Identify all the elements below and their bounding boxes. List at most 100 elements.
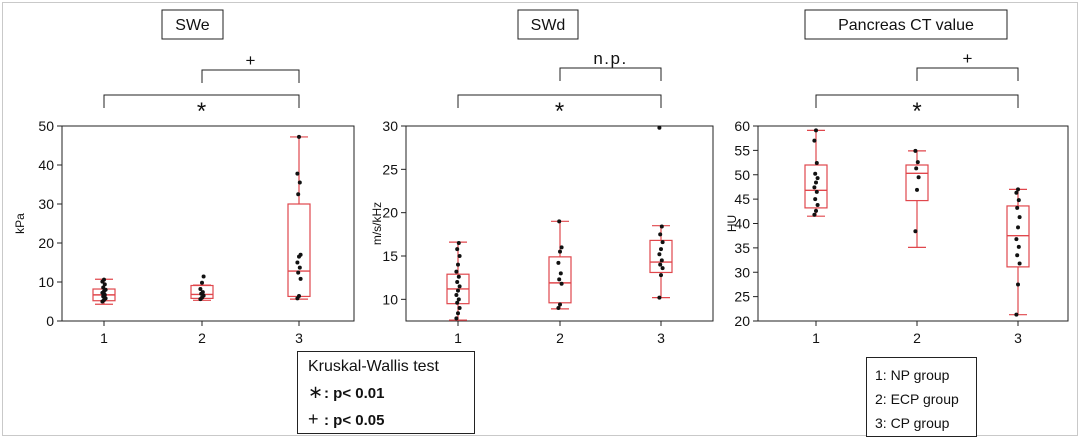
data-point: [658, 262, 663, 267]
data-point: [814, 180, 818, 185]
data-point: [814, 208, 818, 213]
data-point: [659, 258, 664, 263]
significance-marker: +: [246, 51, 256, 70]
box-group-2: [905, 150, 929, 248]
data-point: [559, 245, 564, 250]
data-point: [1014, 190, 1019, 195]
data-point: [296, 192, 301, 197]
data-point: [297, 294, 301, 299]
data-point: [1016, 225, 1020, 230]
x-tick-label: 2: [556, 330, 564, 346]
significance-bracket: [815, 94, 1019, 108]
data-point: [814, 128, 818, 133]
x-tick-label: 2: [198, 330, 206, 346]
data-point: [1015, 205, 1020, 210]
data-point: [659, 247, 663, 252]
data-point: [457, 254, 462, 258]
y-tick-label: 25: [382, 161, 398, 177]
data-point: [556, 306, 561, 310]
significance-marker: n.p.: [593, 49, 627, 68]
data-point: [296, 270, 301, 275]
y-tick-label: 15: [382, 248, 398, 264]
data-point: [812, 212, 817, 217]
data-point: [812, 185, 817, 190]
data-point: [659, 273, 663, 278]
significance-bracket: [457, 94, 662, 108]
box-iqr: [905, 164, 929, 202]
data-point: [1016, 282, 1020, 287]
data-point: [454, 269, 459, 274]
data-point: [558, 271, 563, 276]
box-iqr: [649, 239, 673, 274]
data-point: [455, 247, 460, 252]
x-tick-label: 3: [657, 330, 665, 346]
significance-marker: *: [197, 98, 206, 125]
test-legend-title: Kruskal-Wallis test: [308, 358, 439, 375]
statistical-test-legend: Kruskal-Wallis test ∗: p< 0.01 +: p< 0.0…: [297, 351, 475, 434]
significance-marker: *: [555, 98, 564, 125]
data-point: [1016, 198, 1021, 203]
data-point: [915, 187, 919, 192]
data-point: [1017, 215, 1022, 220]
data-point: [454, 293, 459, 297]
data-point: [914, 166, 919, 171]
y-tick-label: 10: [382, 291, 398, 307]
data-point: [557, 277, 562, 282]
y-tick-label: 50: [38, 118, 54, 134]
y-tick-label: 20: [38, 235, 54, 251]
data-point: [101, 285, 106, 290]
y-tick-label: 20: [382, 205, 398, 221]
y-tick-label: 10: [38, 274, 54, 290]
data-point: [298, 276, 303, 281]
x-tick-label: 1: [454, 330, 462, 346]
chart-panel-3: Pancreas CT value 20 25 30 35 40 45 50 55 60 HU 1 2 3…: [725, 9, 1069, 346]
data-point: [815, 176, 820, 181]
data-point: [558, 302, 562, 307]
y-tick-label: 35: [734, 240, 750, 256]
y-tick-label: 60: [734, 118, 750, 134]
y-tick-label: 20: [734, 313, 750, 329]
significance-bracket: [201, 69, 300, 83]
data-point: [812, 138, 817, 143]
y-tick-label: 55: [734, 142, 750, 158]
data-point: [1015, 253, 1020, 258]
data-point: [813, 197, 818, 202]
data-point: [457, 284, 462, 289]
box-iqr: [287, 203, 311, 298]
significance-bracket: [916, 67, 1019, 81]
y-tick-label: 30: [382, 118, 398, 134]
data-point: [556, 260, 561, 265]
significance-bracket: [103, 94, 300, 108]
data-point: [1016, 244, 1021, 249]
box-iqr: [1006, 205, 1030, 268]
y-axis-label: HU: [725, 215, 739, 232]
data-point: [915, 160, 920, 165]
data-point: [200, 280, 204, 285]
group-legend-item: 1: NP group: [875, 367, 950, 383]
plot-area: [61, 125, 355, 322]
chart-title: SWe: [175, 17, 209, 34]
chart-panel-1: SWe 0 10 20 30 40 50 kPa 1 2 3 * +: [13, 9, 355, 346]
x-tick-label: 2: [913, 330, 921, 346]
chart-title: Pancreas CT value: [838, 17, 974, 34]
data-point: [456, 241, 461, 245]
plus-symbol: +: [308, 409, 319, 429]
data-point: [297, 134, 301, 139]
data-point: [455, 300, 460, 305]
data-point: [102, 282, 107, 287]
data-point: [814, 161, 819, 166]
x-tick-label: 3: [1014, 330, 1022, 346]
data-point: [454, 316, 459, 321]
data-point: [916, 175, 921, 180]
data-point: [200, 290, 205, 295]
data-point: [658, 232, 663, 237]
test-legend-text: : p< 0.05: [324, 412, 385, 429]
data-point: [660, 240, 665, 245]
y-tick-label: 0: [46, 313, 54, 329]
data-point: [1014, 237, 1019, 242]
y-axis-label: m/s/kHz: [370, 202, 384, 245]
chart-title-box: [517, 9, 579, 40]
data-point: [657, 252, 662, 257]
y-axis-label: kPa: [13, 213, 27, 234]
